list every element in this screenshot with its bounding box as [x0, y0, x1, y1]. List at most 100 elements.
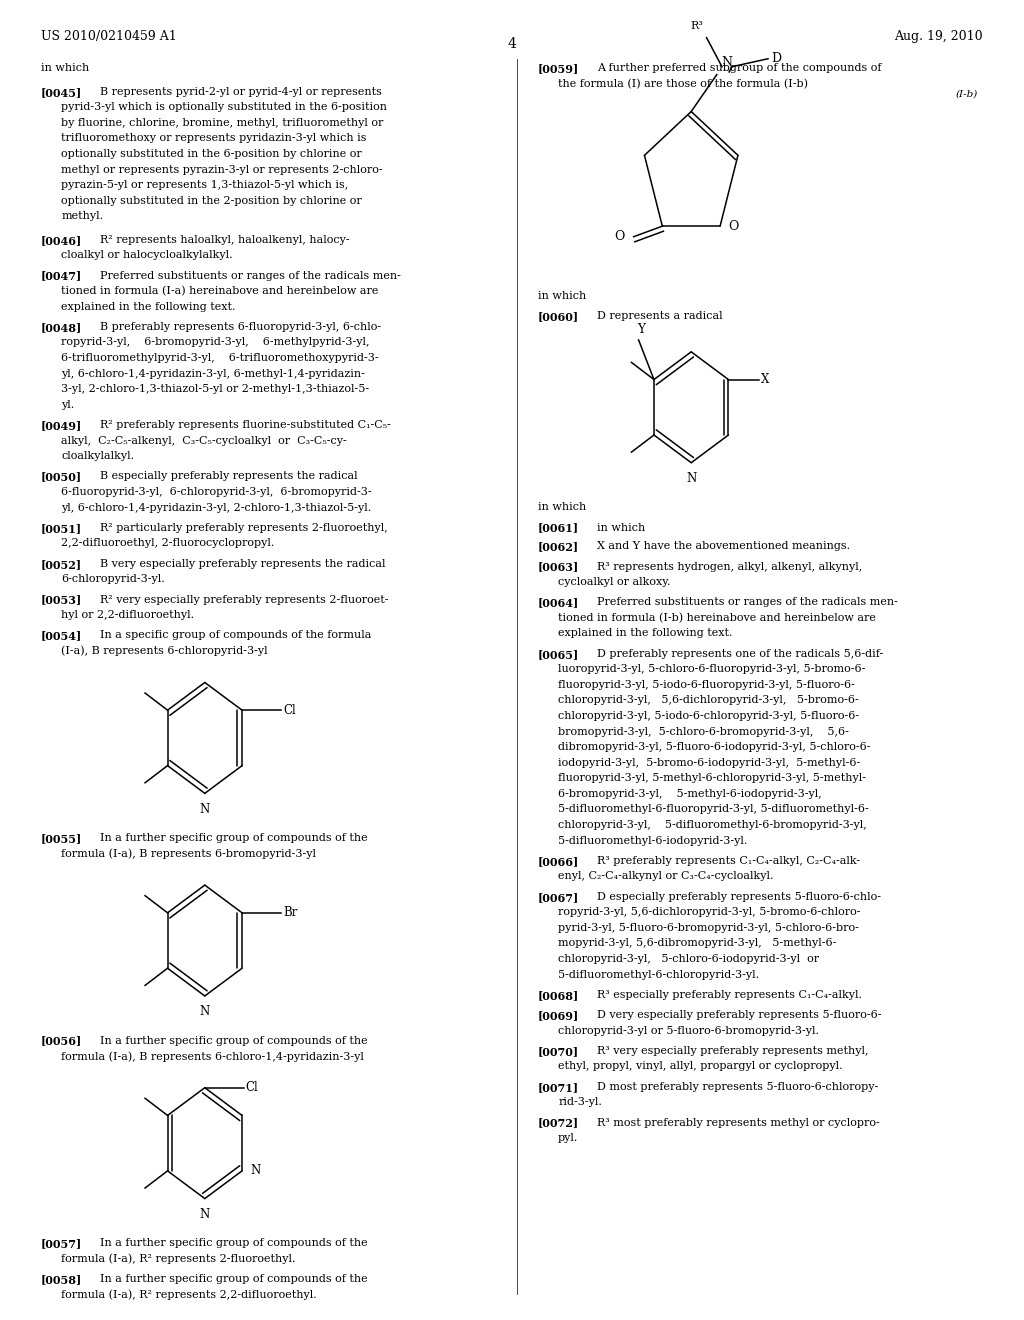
Text: [0048]: [0048] [41, 322, 82, 333]
Text: B especially preferably represents the radical: B especially preferably represents the r… [100, 471, 358, 482]
Text: enyl, C₂-C₄-alkynyl or C₃-C₄-cycloalkyl.: enyl, C₂-C₄-alkynyl or C₃-C₄-cycloalkyl. [558, 871, 773, 882]
Text: O: O [728, 219, 738, 232]
Text: cycloalkyl or alkoxy.: cycloalkyl or alkoxy. [558, 577, 671, 587]
Text: [0064]: [0064] [538, 598, 579, 609]
Text: [0068]: [0068] [538, 990, 579, 1001]
Text: R³ very especially preferably represents methyl,: R³ very especially preferably represents… [597, 1045, 868, 1056]
Text: the formula (I) are those of the formula (I-b): the formula (I) are those of the formula… [558, 79, 808, 90]
Text: R³ represents hydrogen, alkyl, alkenyl, alkynyl,: R³ represents hydrogen, alkyl, alkenyl, … [597, 561, 862, 572]
Text: chloropyrid-3-yl,   5-chloro-6-iodopyrid-3-yl  or: chloropyrid-3-yl, 5-chloro-6-iodopyrid-3… [558, 954, 819, 964]
Text: [0051]: [0051] [41, 523, 82, 533]
Text: O: O [614, 230, 625, 243]
Text: Preferred substituents or ranges of the radicals men-: Preferred substituents or ranges of the … [100, 271, 401, 281]
Text: X: X [761, 374, 770, 385]
Text: [0069]: [0069] [538, 1010, 579, 1022]
Text: [0050]: [0050] [41, 471, 82, 482]
Text: [0046]: [0046] [41, 235, 82, 246]
Text: ropyrid-3-yl,    6-bromopyrid-3-yl,    6-methylpyrid-3-yl,: ropyrid-3-yl, 6-bromopyrid-3-yl, 6-methy… [61, 338, 370, 347]
Text: optionally substituted in the 6-position by chlorine or: optionally substituted in the 6-position… [61, 149, 362, 158]
Text: In a further specific group of compounds of the: In a further specific group of compounds… [100, 1274, 368, 1284]
Text: [0066]: [0066] [538, 855, 579, 867]
Text: N: N [250, 1164, 260, 1177]
Text: R³ especially preferably represents C₁-C₄-alkyl.: R³ especially preferably represents C₁-C… [597, 990, 862, 999]
Text: [0067]: [0067] [538, 892, 579, 903]
Text: [0072]: [0072] [538, 1118, 579, 1129]
Text: chloropyrid-3-yl,   5,6-dichloropyrid-3-yl,   5-bromo-6-: chloropyrid-3-yl, 5,6-dichloropyrid-3-yl… [558, 696, 859, 705]
Text: formula (I-a), B represents 6-bromopyrid-3-yl: formula (I-a), B represents 6-bromopyrid… [61, 849, 316, 859]
Text: [0049]: [0049] [41, 420, 82, 432]
Text: 5-difluoromethyl-6-iodopyrid-3-yl.: 5-difluoromethyl-6-iodopyrid-3-yl. [558, 836, 748, 846]
Text: alkyl,  C₂-C₅-alkenyl,  C₃-C₅-cycloalkyl  or  C₃-C₅-cy-: alkyl, C₂-C₅-alkenyl, C₃-C₅-cycloalkyl o… [61, 436, 347, 446]
Text: iodopyrid-3-yl,  5-bromo-6-iodopyrid-3-yl,  5-methyl-6-: iodopyrid-3-yl, 5-bromo-6-iodopyrid-3-yl… [558, 758, 860, 768]
Text: formula (I-a), R² represents 2,2-difluoroethyl.: formula (I-a), R² represents 2,2-difluor… [61, 1290, 317, 1300]
Text: in which: in which [538, 503, 586, 512]
Text: N: N [200, 1208, 210, 1221]
Text: [0055]: [0055] [41, 833, 82, 843]
Text: fluoropyrid-3-yl, 5-iodo-6-fluoropyrid-3-yl, 5-fluoro-6-: fluoropyrid-3-yl, 5-iodo-6-fluoropyrid-3… [558, 680, 855, 690]
Text: methyl.: methyl. [61, 211, 103, 222]
Text: in which: in which [597, 523, 645, 532]
Text: [0063]: [0063] [538, 561, 579, 573]
Text: In a further specific group of compounds of the: In a further specific group of compounds… [100, 1238, 368, 1249]
Text: R² very especially preferably represents 2-fluoroet-: R² very especially preferably represents… [100, 594, 389, 605]
Text: [0060]: [0060] [538, 312, 579, 322]
Text: tioned in formula (I-a) hereinabove and hereinbelow are: tioned in formula (I-a) hereinabove and … [61, 286, 379, 297]
Text: US 2010/0210459 A1: US 2010/0210459 A1 [41, 30, 177, 44]
Text: 3-yl, 2-chloro-1,3-thiazol-5-yl or 2-methyl-1,3-thiazol-5-: 3-yl, 2-chloro-1,3-thiazol-5-yl or 2-met… [61, 384, 370, 395]
Text: 2,2-difluoroethyl, 2-fluorocyclopropyl.: 2,2-difluoroethyl, 2-fluorocyclopropyl. [61, 539, 274, 548]
Text: in which: in which [538, 292, 586, 301]
Text: N: N [200, 803, 210, 816]
Text: [0056]: [0056] [41, 1036, 82, 1047]
Text: yl, 6-chloro-1,4-pyridazin-3-yl, 2-chloro-1,3-thiazol-5-yl.: yl, 6-chloro-1,4-pyridazin-3-yl, 2-chlor… [61, 503, 372, 512]
Text: optionally substituted in the 2-position by chlorine or: optionally substituted in the 2-position… [61, 195, 362, 206]
Text: [0047]: [0047] [41, 271, 82, 281]
Text: [0061]: [0061] [538, 523, 579, 533]
Text: yl, 6-chloro-1,4-pyridazin-3-yl, 6-methyl-1,4-pyridazin-: yl, 6-chloro-1,4-pyridazin-3-yl, 6-methy… [61, 368, 366, 379]
Text: R² particularly preferably represents 2-fluoroethyl,: R² particularly preferably represents 2-… [100, 523, 388, 533]
Text: [0070]: [0070] [538, 1045, 579, 1057]
Text: explained in the following text.: explained in the following text. [558, 628, 732, 639]
Text: D very especially preferably represents 5-fluoro-6-: D very especially preferably represents … [597, 1010, 882, 1020]
Text: 5-difluoromethyl-6-chloropyrid-3-yl.: 5-difluoromethyl-6-chloropyrid-3-yl. [558, 970, 759, 979]
Text: 6-bromopyrid-3-yl,    5-methyl-6-iodopyrid-3-yl,: 6-bromopyrid-3-yl, 5-methyl-6-iodopyrid-… [558, 789, 822, 799]
Text: [0053]: [0053] [41, 594, 82, 606]
Text: D represents a radical: D represents a radical [597, 312, 723, 321]
Text: Y: Y [637, 323, 644, 337]
Text: D: D [771, 53, 781, 65]
Text: [0045]: [0045] [41, 87, 82, 98]
Text: formula (I-a), B represents 6-chloro-1,4-pyridazin-3-yl: formula (I-a), B represents 6-chloro-1,4… [61, 1051, 365, 1061]
Text: B represents pyrid-2-yl or pyrid-4-yl or represents: B represents pyrid-2-yl or pyrid-4-yl or… [100, 87, 382, 96]
Text: [0054]: [0054] [41, 631, 82, 642]
Text: D most preferably represents 5-fluoro-6-chloropy-: D most preferably represents 5-fluoro-6-… [597, 1082, 879, 1092]
Text: N: N [200, 1006, 210, 1018]
Text: [0062]: [0062] [538, 541, 579, 552]
Text: D preferably represents one of the radicals 5,6-dif-: D preferably represents one of the radic… [597, 648, 884, 659]
Text: 6-trifluoromethylpyrid-3-yl,    6-trifluoromethoxypyrid-3-: 6-trifluoromethylpyrid-3-yl, 6-trifluoro… [61, 352, 379, 363]
Text: luoropyrid-3-yl, 5-chloro-6-fluoropyrid-3-yl, 5-bromo-6-: luoropyrid-3-yl, 5-chloro-6-fluoropyrid-… [558, 664, 865, 675]
Text: B very especially preferably represents the radical: B very especially preferably represents … [100, 558, 386, 569]
Text: [0059]: [0059] [538, 63, 579, 74]
Text: by fluorine, chlorine, bromine, methyl, trifluoromethyl or: by fluorine, chlorine, bromine, methyl, … [61, 117, 384, 128]
Text: chloropyrid-3-yl, 5-iodo-6-chloropyrid-3-yl, 5-fluoro-6-: chloropyrid-3-yl, 5-iodo-6-chloropyrid-3… [558, 711, 859, 721]
Text: R³: R³ [691, 21, 703, 32]
Text: rid-3-yl.: rid-3-yl. [558, 1097, 602, 1107]
Text: explained in the following text.: explained in the following text. [61, 302, 236, 312]
Text: yl.: yl. [61, 400, 75, 409]
Text: In a specific group of compounds of the formula: In a specific group of compounds of the … [100, 631, 372, 640]
Text: ropyrid-3-yl, 5,6-dichloropyrid-3-yl, 5-bromo-6-chloro-: ropyrid-3-yl, 5,6-dichloropyrid-3-yl, 5-… [558, 907, 860, 917]
Text: pyrid-3-yl which is optionally substituted in the 6-position: pyrid-3-yl which is optionally substitut… [61, 103, 387, 112]
Text: [0071]: [0071] [538, 1082, 579, 1093]
Text: R² preferably represents fluorine-substituted C₁-C₅-: R² preferably represents fluorine-substi… [100, 420, 391, 430]
Text: B preferably represents 6-fluoropyrid-3-yl, 6-chlo-: B preferably represents 6-fluoropyrid-3-… [100, 322, 382, 331]
Text: pyrazin-5-yl or represents 1,3-thiazol-5-yl which is,: pyrazin-5-yl or represents 1,3-thiazol-5… [61, 181, 349, 190]
Text: hyl or 2,2-difluoroethyl.: hyl or 2,2-difluoroethyl. [61, 610, 195, 620]
Text: 6-chloropyrid-3-yl.: 6-chloropyrid-3-yl. [61, 574, 165, 585]
Text: chloropyrid-3-yl,    5-difluoromethyl-6-bromopyrid-3-yl,: chloropyrid-3-yl, 5-difluoromethyl-6-bro… [558, 820, 867, 830]
Text: Aug. 19, 2010: Aug. 19, 2010 [894, 30, 983, 44]
Text: [0052]: [0052] [41, 558, 82, 570]
Text: N: N [721, 57, 732, 70]
Text: 6-fluoropyrid-3-yl,  6-chloropyrid-3-yl,  6-bromopyrid-3-: 6-fluoropyrid-3-yl, 6-chloropyrid-3-yl, … [61, 487, 372, 498]
Text: (I-b): (I-b) [955, 90, 978, 98]
Text: fluoropyrid-3-yl, 5-methyl-6-chloropyrid-3-yl, 5-methyl-: fluoropyrid-3-yl, 5-methyl-6-chloropyrid… [558, 774, 866, 783]
Text: X and Y have the abovementioned meanings.: X and Y have the abovementioned meanings… [597, 541, 850, 552]
